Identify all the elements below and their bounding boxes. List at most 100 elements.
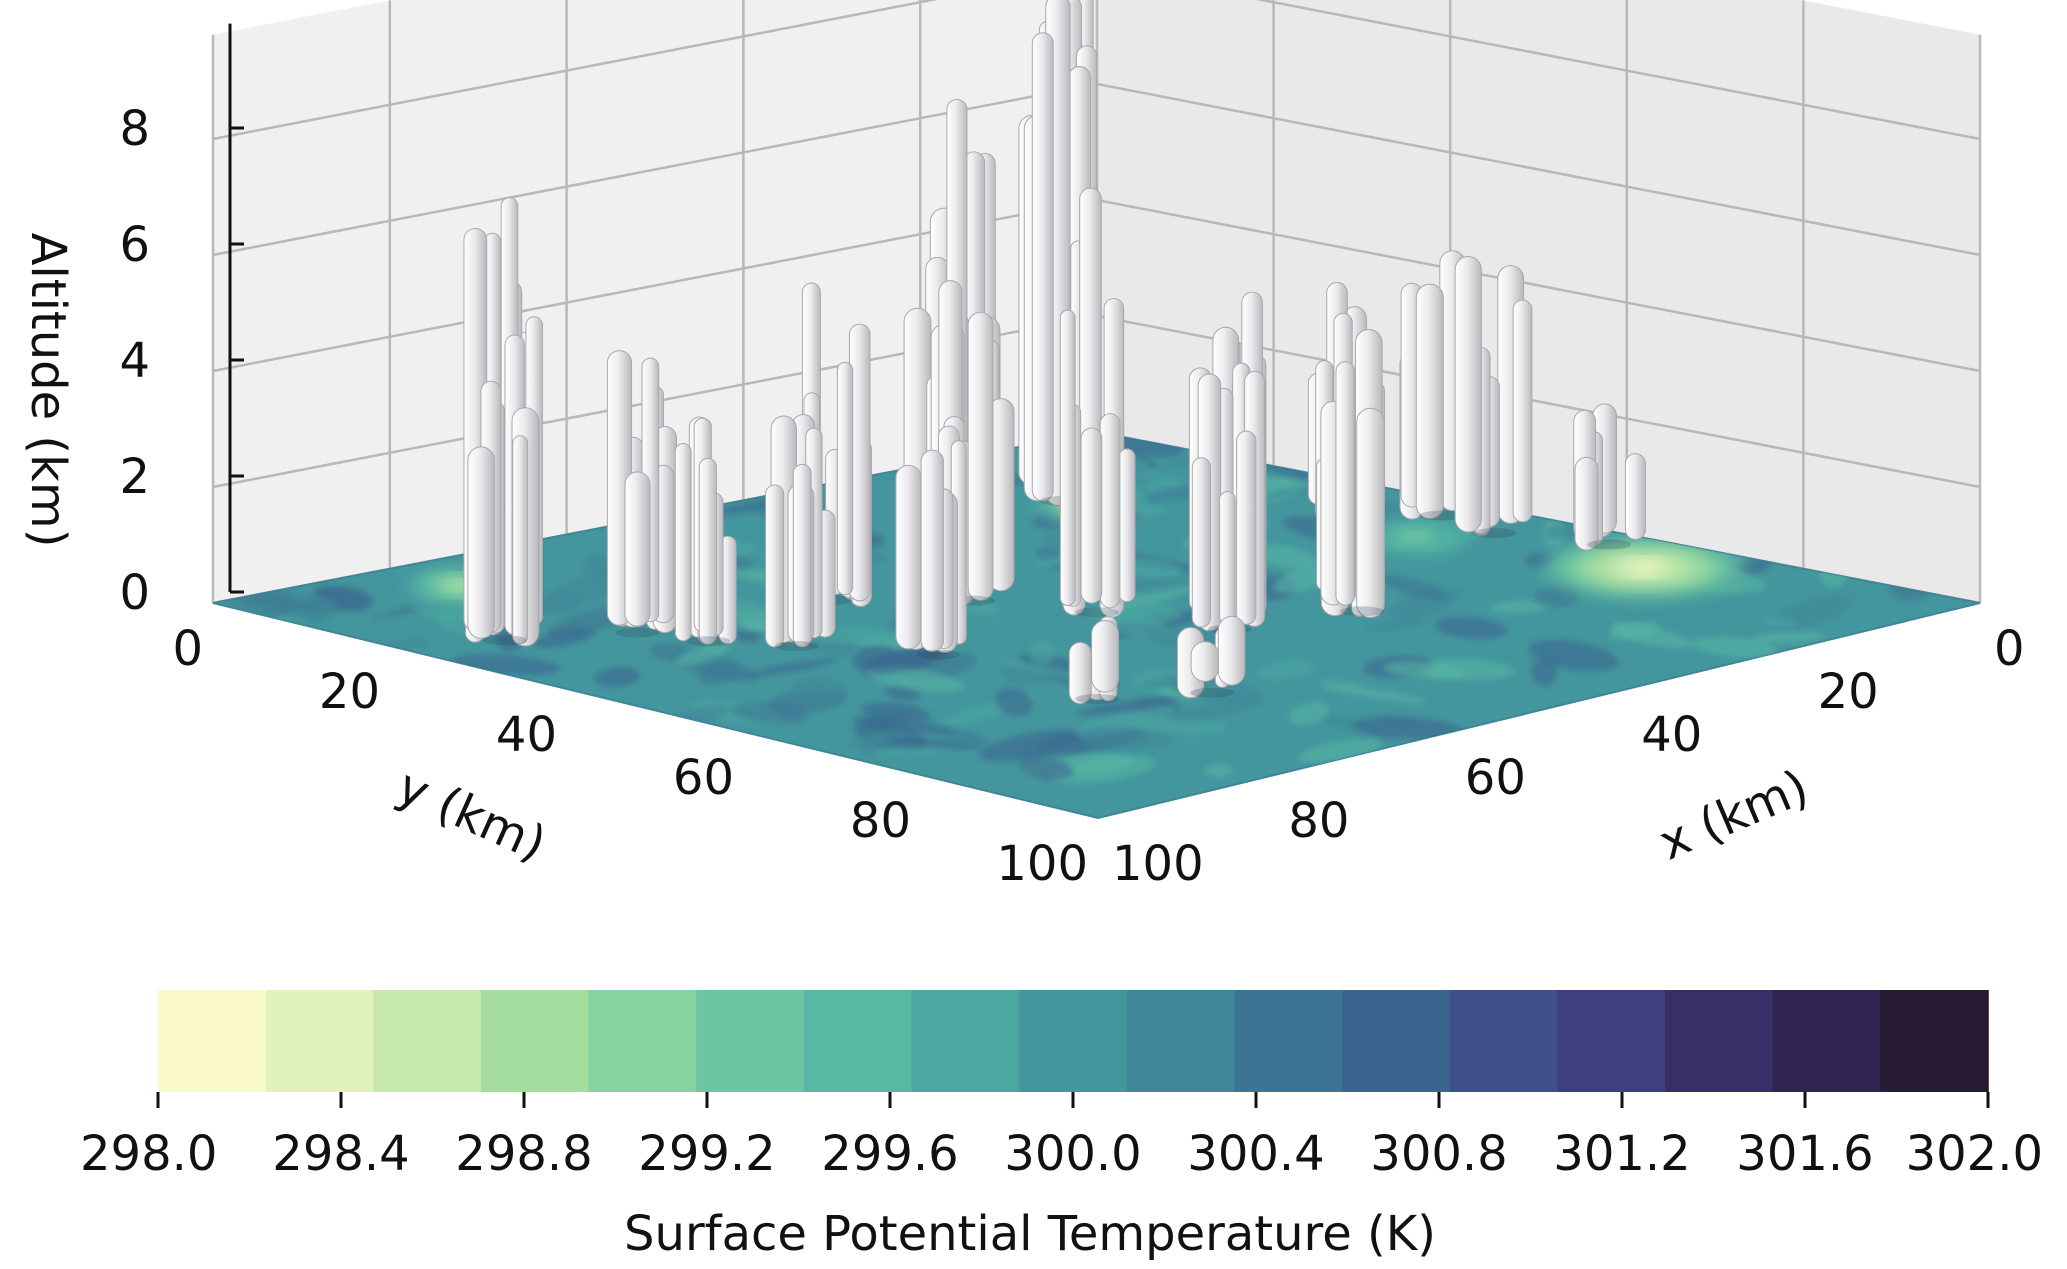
cloud-column <box>674 443 692 642</box>
cloud-column <box>1415 283 1444 520</box>
surface-temperature-patch <box>1134 719 1228 735</box>
colorbar-tick-label: 299.6 <box>821 1126 958 1182</box>
surface-temperature-patch <box>594 666 641 687</box>
cloud-shadow <box>1419 510 1464 521</box>
z-tick-label: 0 <box>119 565 150 621</box>
cloud-column <box>467 446 495 639</box>
cloud-column <box>1624 453 1646 540</box>
cloud-plume <box>765 415 836 651</box>
colorbar-tick-label: 299.2 <box>638 1126 775 1182</box>
colorbar-tick-label: 298.4 <box>272 1126 409 1182</box>
cloud-column <box>1190 641 1220 682</box>
cloud-plume <box>1176 615 1246 699</box>
surface-temperature-patch <box>1288 702 1330 725</box>
cloud-column <box>512 435 529 645</box>
x-axis-label: x (km) <box>1651 759 1816 871</box>
surface-temperature-patch <box>884 737 984 750</box>
surface-temperature-patch <box>1610 622 1694 649</box>
cold-pool <box>1402 533 1427 541</box>
z-axis-label: Altitude (km) <box>20 233 76 548</box>
cloud-plume <box>1068 615 1120 705</box>
cloud-column <box>1512 299 1533 523</box>
surface-temperature-patch <box>1077 697 1178 716</box>
grid-line-horizontal <box>212 0 939 141</box>
cloud-column <box>1217 615 1246 686</box>
surface-temperature-patch <box>413 597 470 622</box>
z-tick-label: 2 <box>119 449 150 505</box>
cloud-plume <box>1191 362 1266 635</box>
colorbar-swatch <box>803 990 913 1092</box>
colorbar-swatch <box>480 990 590 1092</box>
colorbar-swatch <box>1449 990 1559 1092</box>
surface-temperature-patch <box>1036 546 1062 563</box>
colorbar-tick-label: 300.0 <box>1004 1126 1141 1182</box>
surface-temperature-patch <box>239 589 341 616</box>
cloud-column <box>1068 641 1092 705</box>
surface-temperature-patch <box>1175 697 1264 721</box>
surface-temperature-patch <box>1762 616 1798 629</box>
grid-line-horizontal <box>1255 0 1981 141</box>
surface-temperature-patch <box>1020 756 1074 780</box>
y-tick-label: 20 <box>319 664 380 720</box>
z-tick-label: 6 <box>119 217 150 273</box>
surface-temperature-patch <box>863 665 964 692</box>
cloud-shadow <box>916 649 961 660</box>
colorbar-swatch <box>1772 990 1882 1092</box>
colorbar-swatch <box>1665 990 1774 1092</box>
colorbar-swatch <box>1557 990 1666 1092</box>
surface-temperature-patch <box>1690 636 1779 658</box>
surface-temperature-patch <box>850 729 909 749</box>
colorbar-tick-label: 301.2 <box>1553 1126 1690 1182</box>
colorbar-tick-label: 298.0 <box>80 1126 217 1182</box>
y-axis-label: y (km) <box>389 758 554 872</box>
surface-temperature-patch <box>533 628 596 649</box>
colorbar-tick-label: 302.0 <box>1906 1126 2043 1182</box>
colorbar-swatch <box>1880 990 1989 1092</box>
cloud-column <box>1574 456 1599 551</box>
cloud-shadow <box>1074 607 1119 618</box>
surface-temperature-patch <box>1363 618 1425 631</box>
surface-temperature-patch <box>933 727 991 745</box>
cloud-column <box>765 484 785 648</box>
y-tick-label: 40 <box>496 707 557 763</box>
surface-temperature-patch <box>1204 764 1234 778</box>
cloud-plume <box>463 227 540 647</box>
cloud-column <box>1118 448 1136 603</box>
surface-temperature-patch <box>862 646 948 673</box>
cloud-column <box>967 311 994 602</box>
surface-temperature-patch <box>673 643 730 667</box>
surface-temperature-patch <box>1014 741 1089 760</box>
cloud-shadow <box>1339 606 1384 617</box>
colorbar-tick-label: 298.8 <box>455 1126 592 1182</box>
cloud-column <box>1031 32 1054 502</box>
cloud-shadow <box>1190 687 1235 698</box>
x-tick-label: 40 <box>1641 707 1702 763</box>
cloud-plume <box>895 440 967 660</box>
surface-temperature-patch <box>792 676 847 704</box>
z-tick-label: 8 <box>119 101 150 157</box>
colorbar-swatch <box>588 990 698 1092</box>
surface-temperature-patch <box>1353 716 1464 740</box>
x-tick-label: 60 <box>1465 750 1526 806</box>
cloud-shadow <box>482 635 527 646</box>
cloud-column <box>792 463 812 648</box>
surface-temperature-patch <box>388 638 432 648</box>
cloud-plume <box>1320 329 1386 619</box>
cloud-shadow <box>1587 539 1632 550</box>
cloud-column <box>1219 490 1236 626</box>
surface-temperature-patch <box>1531 658 1557 687</box>
colorbar-swatch <box>1019 990 1128 1092</box>
surface-temperature-patch <box>647 640 686 658</box>
cloud-shadow <box>615 627 660 638</box>
colorbar: 298.0 298.4 298.8 299.2 299.6 300.0 300.4 300.8… <box>80 990 2043 1262</box>
colorbar-swatch <box>158 990 267 1092</box>
cloud-shadow <box>1472 528 1517 539</box>
surface-temperature-patch <box>852 716 953 734</box>
cloud-column <box>1091 620 1120 693</box>
y-tick-label: 80 <box>850 793 911 849</box>
x-tick-label: 20 <box>1818 664 1879 720</box>
x-tick-label: 0 <box>1994 621 2025 677</box>
cloud-shadow <box>1075 693 1120 704</box>
surface-temperature-patch <box>1298 738 1383 764</box>
